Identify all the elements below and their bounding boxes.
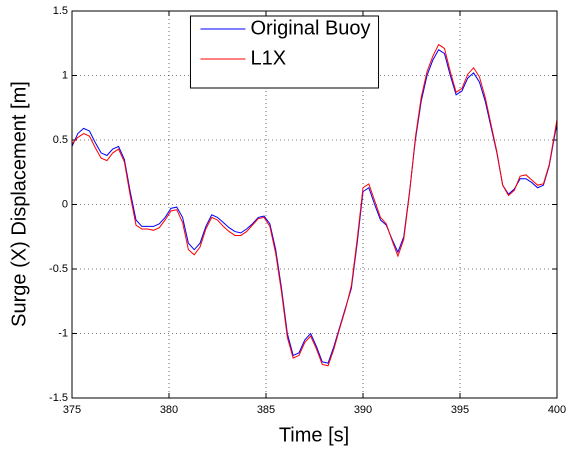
legend: Original Buoy L1X <box>189 15 380 89</box>
series-line <box>71 48 558 364</box>
x-tick-label: 390 <box>354 404 372 416</box>
x-tick-label: 380 <box>160 404 178 416</box>
x-axis-label: Time [s] <box>279 424 349 446</box>
legend-label: Original Buoy <box>250 17 370 39</box>
y-tick-label: 0.5 <box>53 134 68 146</box>
x-tick-label: 395 <box>451 404 469 416</box>
y-tick-label: 1.5 <box>53 5 68 17</box>
plot-frame <box>71 10 558 399</box>
x-tick-label: 375 <box>63 404 81 416</box>
series-line <box>71 43 558 367</box>
x-tick-label: 385 <box>257 404 275 416</box>
legend-label: L1X <box>250 47 286 69</box>
y-axis-label: Surge (X) Displacement [m] <box>8 81 30 327</box>
y-tick-label: 0 <box>62 198 68 210</box>
x-tick-label: 400 <box>548 404 566 416</box>
y-tick-label: -1.5 <box>49 392 68 404</box>
y-tick-label: -0.5 <box>49 263 68 275</box>
y-tick-label: 1 <box>62 69 68 81</box>
y-tick-label: -1 <box>58 327 68 339</box>
legend-box <box>189 15 380 89</box>
